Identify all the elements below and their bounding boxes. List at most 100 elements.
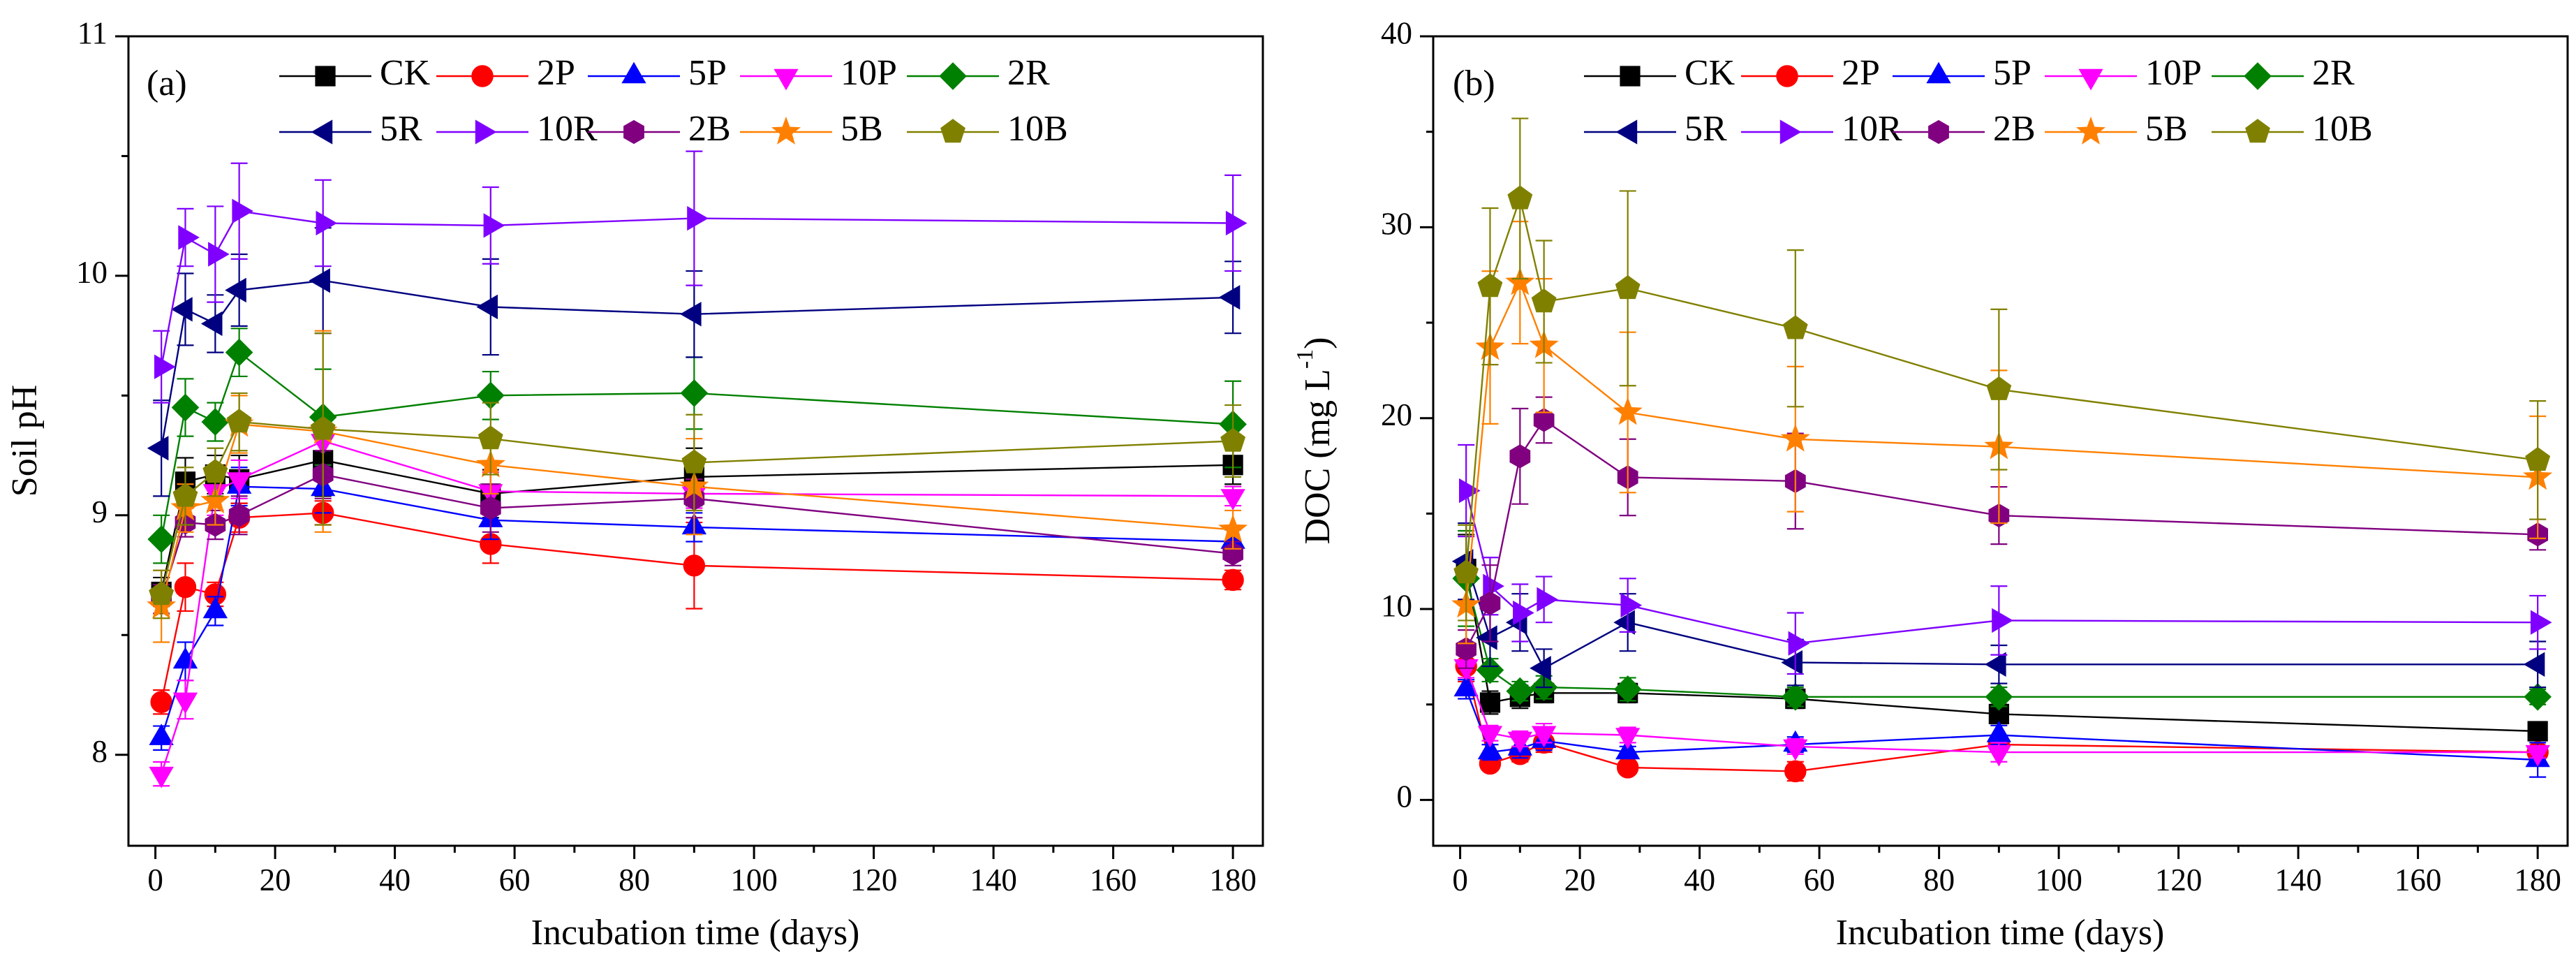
b-legend-entry-2b: 2B	[1893, 109, 2036, 149]
b-marker-2r-day-90	[1985, 682, 2013, 711]
b-legend-label-5p: 5P	[1993, 53, 2031, 93]
a-x-tick-label-20: 20	[260, 863, 291, 897]
a-legend-entry-5b: 5B	[740, 109, 883, 149]
b-marker-2p-day-28	[1616, 756, 1639, 779]
a-marker-10p-day-180	[1220, 489, 1245, 511]
b-x-tick-label-0: 0	[1452, 863, 1468, 897]
a-marker-10b-day-5	[172, 483, 198, 507]
b-marker-2r-day-180	[2524, 682, 2552, 711]
b-marker-10p-day-14	[1531, 726, 1557, 748]
b-marker-2r-day-10	[1506, 677, 1534, 705]
b-legend-label-10r: 10R	[1842, 109, 1902, 149]
b-marker-5r-day-28	[1613, 610, 1635, 635]
a-legend-marker-10r	[475, 119, 497, 145]
a-panel-label: (a)	[147, 64, 187, 103]
b-marker-5b-day-56	[1780, 423, 1810, 452]
b-marker-5p-day-5	[1477, 738, 1503, 760]
a-legend-entry-2r: 2R	[907, 53, 1050, 93]
b-x-tick-label-60: 60	[1804, 863, 1835, 897]
b-legend-label-2b: 2B	[1993, 109, 2036, 149]
a-legend-marker-5b	[771, 116, 801, 145]
b-marker-10p-day-28	[1615, 728, 1641, 749]
b-series-10p	[1453, 654, 2550, 767]
a-legend-label-5p: 5P	[688, 53, 727, 93]
a-marker-2r-day-5	[171, 393, 200, 422]
a-x-tick-label-160: 160	[1090, 863, 1137, 897]
b-x-tick-label-120: 120	[2155, 863, 2203, 897]
a-marker-5b-day-10	[200, 485, 230, 514]
a-legend-label-5r: 5R	[380, 109, 422, 149]
a-marker-5p-day-10	[202, 596, 228, 619]
b-legend-marker-ck	[1620, 66, 1641, 87]
b-marker-5p-day-1	[1453, 675, 1479, 697]
b-marker-10r-day-90	[1992, 608, 2013, 633]
b-marker-5r-day-56	[1781, 650, 1803, 675]
b-legend-label-5r: 5R	[1685, 109, 1727, 149]
b-legend-marker-2p	[1776, 65, 1798, 87]
panel-b-y-axis-title-superscript: -1	[1292, 349, 1318, 369]
b-y-tick-label-30: 30	[1381, 207, 1412, 242]
b-legend-entry-10r: 10R	[1741, 109, 1902, 149]
b-legend-entry-ck: CK	[1584, 53, 1735, 93]
b-x-tick-label-140: 140	[2274, 863, 2322, 897]
a-legend-entry-10b: 10B	[907, 109, 1068, 149]
b-y-tick-label-20: 20	[1381, 397, 1412, 432]
b-marker-10b-day-180	[2525, 446, 2551, 471]
a-legend-label-10p: 10P	[841, 53, 897, 93]
b-x-tick-label-40: 40	[1684, 863, 1715, 897]
b-legend-entry-10b: 10B	[2212, 109, 2373, 149]
b-legend-marker-5b	[2075, 116, 2106, 145]
a-marker-10b-day-1	[149, 581, 175, 606]
a-x-tick-label-100: 100	[730, 863, 778, 897]
b-legend-marker-10p	[2078, 68, 2103, 91]
a-marker-5r-day-10	[200, 311, 223, 337]
b-legend-entry-5p: 5P	[1893, 53, 2031, 93]
b-series-10r	[1458, 443, 2552, 675]
b-marker-2b-day-5	[1479, 591, 1501, 615]
a-legend-marker-10p	[773, 68, 799, 91]
b-legend-marker-2b	[1928, 119, 1949, 145]
a-marker-2r-day-14	[225, 338, 253, 367]
b-legend-entry-10p: 10P	[2045, 53, 2202, 93]
b-x-tick-label-180: 180	[2514, 863, 2561, 897]
b-marker-10b-day-28	[1615, 274, 1641, 300]
a-marker-2b-day-180	[1222, 541, 1243, 566]
a-legend-marker-10b	[940, 119, 965, 143]
b-marker-10b-day-14	[1531, 288, 1557, 313]
a-legend-marker-2p	[471, 65, 494, 87]
a-legend-entry-2b: 2B	[588, 109, 731, 149]
panel-b-x-axis-title: Incubation time (days)	[1836, 913, 2165, 953]
a-x-tick-label-0: 0	[147, 863, 163, 897]
b-legend-marker-5r	[1615, 119, 1638, 145]
a-x-tick-label-180: 180	[1209, 863, 1257, 897]
panel-b-y-axis-title: DOC (mg L-1)	[1292, 337, 1338, 545]
a-marker-10r-day-56	[483, 213, 505, 238]
a-legend-entry-5r: 5R	[279, 109, 422, 149]
a-marker-10b-day-180	[1220, 427, 1246, 452]
panel-b-y-axis-title-suffix: )	[1298, 337, 1338, 349]
b-marker-ck-day-180	[2527, 721, 2548, 742]
a-marker-2r-day-90	[680, 379, 709, 407]
a-x-tick-label-120: 120	[850, 863, 898, 897]
a-series-10r	[153, 150, 1248, 404]
a-marker-10b-day-56	[478, 425, 503, 450]
b-marker-2p-day-56	[1784, 760, 1807, 783]
b-marker-10b-day-1	[1453, 559, 1479, 584]
a-series-line-10p	[161, 440, 1234, 775]
b-marker-5b-day-28	[1613, 397, 1643, 425]
b-marker-10p-day-90	[1986, 744, 2012, 767]
b-y-tick-label-10: 10	[1381, 588, 1412, 623]
panel-a-y-axis-title: Soil pH	[5, 385, 45, 497]
a-y-tick-label-9: 9	[92, 494, 108, 529]
b-marker-2r-day-28	[1613, 675, 1642, 703]
a-marker-10r-day-1	[154, 354, 176, 379]
b-series-10b	[1453, 117, 2551, 622]
b-x-tick-label-160: 160	[2394, 863, 2442, 897]
a-x-tick-label-60: 60	[499, 863, 531, 897]
b-legend-entry-2p: 2P	[1741, 53, 1880, 93]
a-series-line-5p	[161, 485, 1234, 739]
a-x-tick-label-140: 140	[970, 863, 1017, 897]
b-marker-5r-day-180	[2523, 652, 2545, 677]
b-legend-marker-5p	[1926, 61, 1951, 84]
b-marker-10b-day-10	[1507, 185, 1533, 210]
